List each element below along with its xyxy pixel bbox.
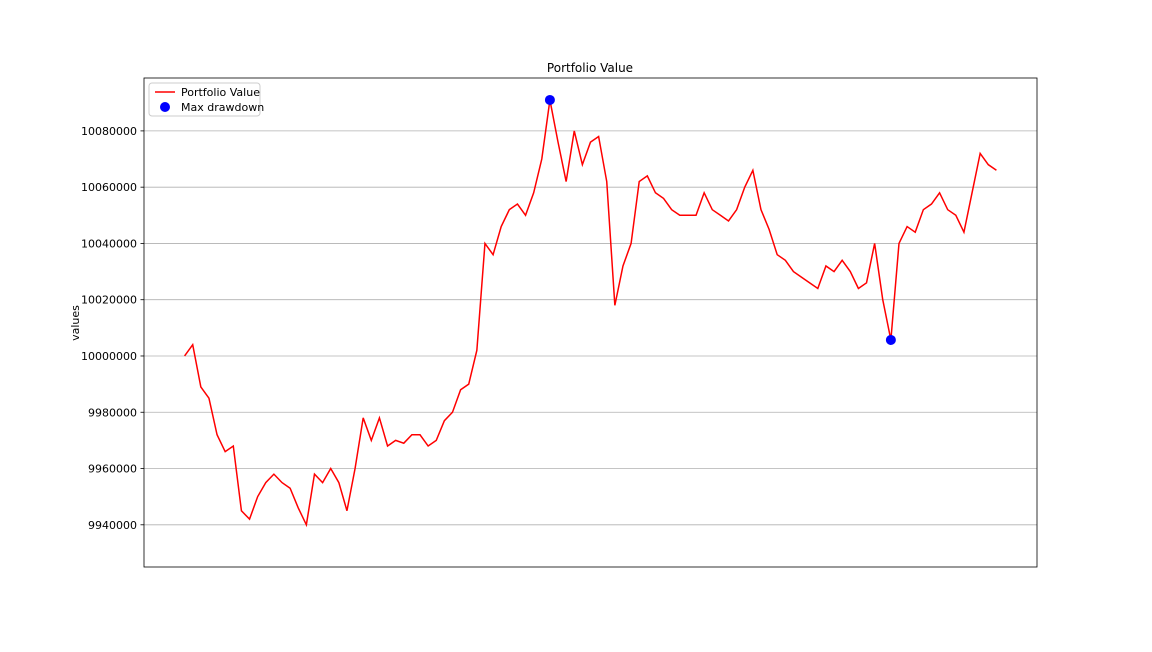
y-tick-label: 10020000 [81, 294, 137, 307]
y-tick-label: 9960000 [88, 463, 137, 476]
legend-label: Max drawdown [181, 101, 264, 114]
plot-frame [143, 77, 1038, 568]
y-tick-label: 10000000 [81, 350, 137, 363]
y-tick-label: 10060000 [81, 181, 137, 194]
y-tick-label: 9980000 [88, 406, 137, 419]
drawdown-marker [885, 334, 896, 345]
legend-label: Portfolio Value [181, 86, 260, 99]
chart-title: Portfolio Value [547, 61, 633, 75]
legend-marker [160, 102, 170, 112]
y-axis-label: values [69, 305, 82, 341]
y-tick-label: 9940000 [88, 519, 137, 532]
y-tick-label: 10040000 [81, 237, 137, 250]
portfolio-line [183, 99, 997, 528]
drawdown-marker [544, 94, 555, 105]
y-tick-label: 10080000 [81, 125, 137, 138]
legend-box [148, 82, 261, 117]
